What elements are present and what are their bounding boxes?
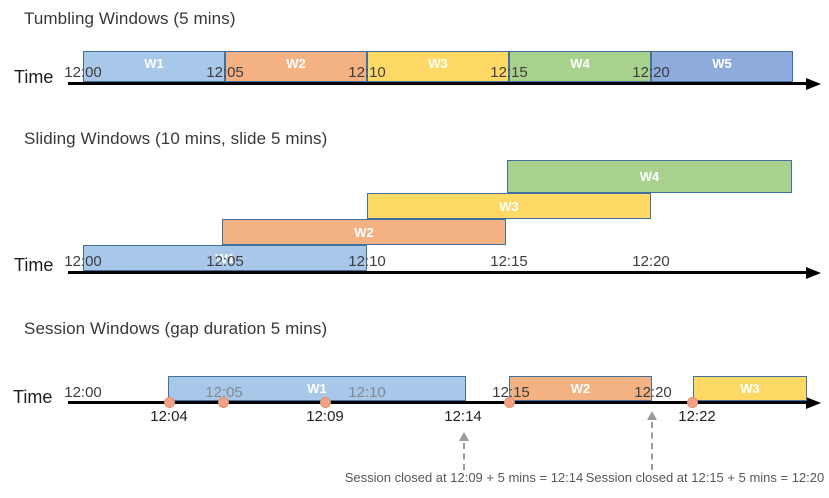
- session-section-title: Session Windows (gap duration 5 mins): [24, 319, 328, 338]
- tumbling-window-w1: W1: [83, 51, 225, 82]
- event-dot-12-22: [687, 397, 698, 408]
- session-tick-12-10: 12:10: [348, 384, 386, 401]
- session-window-w3: W3: [693, 376, 807, 401]
- callout-arrow-up-icon: [647, 411, 657, 420]
- tumbling-window-w5: W5: [651, 51, 793, 82]
- session-timeline-arrowhead-icon: [806, 396, 821, 409]
- window-label: W2: [286, 56, 306, 71]
- callout-arrow-line: [651, 422, 653, 470]
- event-dot-12-04: [164, 397, 175, 408]
- tumbling-timeline: [68, 82, 807, 85]
- session-tick-12-15: 12:15: [492, 384, 530, 401]
- window-label: W1: [215, 250, 235, 266]
- tumbling-timeline-arrowhead-icon: [806, 77, 821, 90]
- sliding-tick-12-00: 12:00: [64, 253, 102, 270]
- window-label: W4: [570, 56, 590, 71]
- session-tick-12-05: 12:05: [205, 384, 243, 401]
- tumbling-tick-12-05: 12:05: [206, 64, 244, 81]
- window-label: W4: [639, 169, 660, 184]
- callout-arrow-line: [463, 443, 465, 470]
- callout-arrow-up-icon: [459, 432, 469, 441]
- tumbling-window-w2: W2: [225, 51, 367, 82]
- session-tick-12-20: 12:20: [634, 384, 672, 401]
- sliding-tick-12-05: 12:05: [206, 253, 244, 270]
- window-label: W1: [307, 381, 327, 396]
- event-label-12-22: 12:22: [678, 408, 716, 425]
- event-label-12-09: 12:09: [306, 408, 344, 425]
- window-label: W3: [740, 381, 760, 396]
- sliding-tick-12-15: 12:15: [490, 253, 528, 270]
- sliding-section-title: Sliding Windows (10 mins, slide 5 mins): [24, 129, 328, 148]
- session-window-w2: W2: [509, 376, 652, 401]
- event-dot-12-09: [320, 397, 331, 408]
- sliding-window-w3: W3: [367, 193, 651, 219]
- event-label-12-14: 12:14: [444, 408, 482, 425]
- event-label-12-04: 12:04: [150, 408, 188, 425]
- tumbling-tick-12-15: 12:15: [490, 64, 528, 81]
- window-label: W5: [712, 56, 732, 71]
- sliding-window-w1: W1: [83, 245, 367, 271]
- event-dot-12-05: [218, 397, 229, 408]
- session-timeline: [68, 401, 807, 404]
- event-dot-12-15: [504, 397, 515, 408]
- tumbling-time-axis-label: Time: [14, 67, 54, 87]
- window-label: W3: [499, 198, 519, 214]
- session-closed-annotation-1: Session closed at 12:09 + 5 mins = 12:14: [344, 470, 584, 485]
- session-time-axis-label: Time: [13, 387, 53, 407]
- sliding-tick-12-20: 12:20: [632, 253, 670, 270]
- sliding-timeline: [68, 271, 807, 274]
- sliding-window-w4: W4: [507, 160, 792, 193]
- window-label: W2: [354, 224, 374, 240]
- session-closed-annotation-2: Session closed at 12:15 + 5 mins = 12:20: [585, 470, 825, 485]
- tumbling-window-w4: W4: [509, 51, 651, 82]
- session-tick-12-00: 12:00: [64, 384, 102, 401]
- sliding-time-axis-label: Time: [14, 255, 54, 275]
- window-label: W3: [428, 56, 448, 71]
- sliding-tick-12-10: 12:10: [348, 253, 386, 270]
- tumbling-window-w3: W3: [367, 51, 509, 82]
- sliding-window-w2: W2: [222, 219, 506, 245]
- tumbling-tick-12-10: 12:10: [348, 64, 386, 81]
- session-window-w1: W1: [168, 376, 466, 401]
- sliding-timeline-arrowhead-icon: [806, 266, 821, 279]
- tumbling-tick-12-00: 12:00: [64, 64, 102, 81]
- tumbling-tick-12-20: 12:20: [632, 64, 670, 81]
- window-label: W2: [570, 381, 591, 396]
- window-label: W1: [144, 56, 164, 71]
- tumbling-section-title: Tumbling Windows (5 mins): [24, 9, 236, 28]
